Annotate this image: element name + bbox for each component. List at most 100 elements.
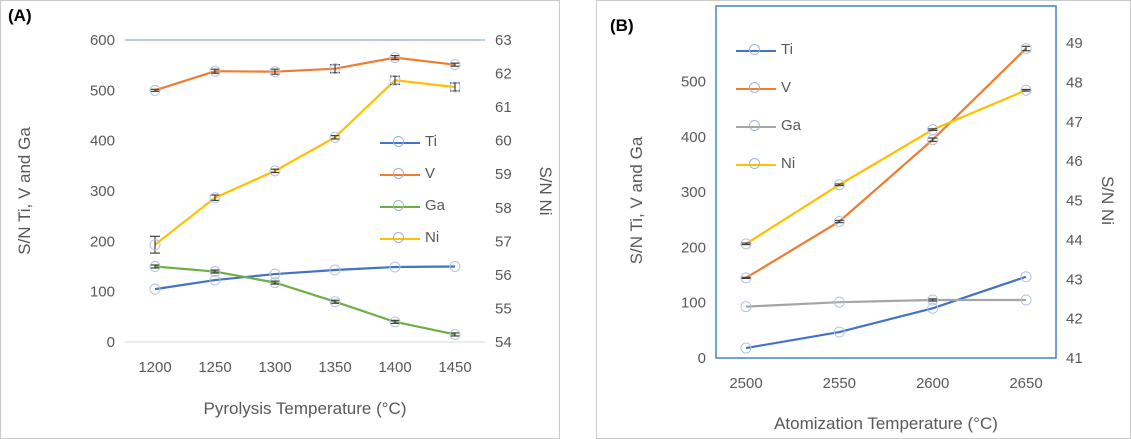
legend-label-ti: Ti bbox=[425, 133, 437, 150]
x-axis-title: Atomization Temperature (°C) bbox=[774, 414, 998, 433]
data-point-ga bbox=[209, 266, 221, 278]
y-right-tick-label: 57 bbox=[495, 233, 512, 250]
data-point-ni bbox=[740, 238, 752, 250]
panel-a-label: (A) bbox=[8, 6, 32, 25]
chart-b-svg: 0 100 200 300 400 500 41 42 43 44 45 46 47 48 49 2500 25… bbox=[627, 5, 1117, 433]
legend-label-ga: Ga bbox=[781, 117, 802, 134]
data-point-ti bbox=[329, 264, 341, 276]
legend-marker-v bbox=[393, 168, 404, 179]
legend-marker-ga bbox=[749, 120, 760, 131]
legend-marker-ga bbox=[393, 200, 404, 211]
legend-marker-v bbox=[749, 82, 760, 93]
legend-label-ti: Ti bbox=[781, 41, 793, 58]
y-left-axis-title: S/N Ti, V and Ga bbox=[15, 127, 34, 255]
data-point-ni bbox=[927, 124, 939, 136]
y-left-tick-label: 200 bbox=[681, 239, 706, 256]
series-line-ni bbox=[154, 79, 456, 246]
series-line-ti bbox=[745, 275, 1027, 350]
series-line-ga bbox=[745, 298, 1026, 308]
y-right-tick-label: 58 bbox=[495, 200, 512, 217]
legend-b: Ti V Ga Ni bbox=[736, 40, 836, 172]
data-point-ni bbox=[833, 179, 845, 191]
y-right-axis-title: S/N Ni bbox=[536, 166, 555, 215]
data-point-ga bbox=[329, 296, 341, 308]
y-right-tick-label: 63 bbox=[495, 32, 512, 49]
data-point-ti bbox=[833, 326, 845, 338]
y-right-tick-label: 43 bbox=[1066, 271, 1083, 288]
data-point-v bbox=[449, 59, 461, 71]
data-point-ti bbox=[740, 342, 752, 354]
y-left-tick-label: 400 bbox=[90, 133, 115, 150]
x-tick-label: 1400 bbox=[378, 359, 411, 376]
x-tick-label: 2650 bbox=[1009, 375, 1042, 392]
data-point-ga bbox=[269, 277, 281, 289]
x-tick-label: 2500 bbox=[729, 375, 762, 392]
y-right-tick-label: 47 bbox=[1066, 114, 1083, 131]
data-point-ni bbox=[269, 165, 281, 177]
y-left-tick-label: 300 bbox=[90, 183, 115, 200]
y-left-tick-label: 500 bbox=[681, 74, 706, 91]
x-tick-label: 1350 bbox=[318, 359, 351, 376]
y-left-tick-label: 0 bbox=[698, 350, 706, 367]
y-left-axis-title: S/N Ti, V and Ga bbox=[627, 136, 646, 264]
data-point-ga bbox=[833, 296, 845, 308]
data-point-ti bbox=[209, 274, 221, 286]
data-point-v bbox=[209, 65, 221, 77]
y-left-tick-label: 500 bbox=[90, 82, 115, 99]
x-tick-label: 1250 bbox=[198, 359, 231, 376]
data-point-v bbox=[149, 84, 161, 96]
data-point-ti bbox=[389, 261, 401, 273]
data-point-ti bbox=[449, 261, 461, 272]
series-line-ga bbox=[154, 265, 456, 336]
y-right-tick-label: 54 bbox=[495, 334, 512, 351]
plot-area-border bbox=[715, 5, 1057, 359]
y-right-tick-label: 49 bbox=[1066, 35, 1083, 52]
chart-panel-a: (A) 0 100 200 300 400 500 600 54 55 56 57 58 59 60 61 6… bbox=[0, 0, 560, 439]
data-point-ni bbox=[1020, 84, 1032, 96]
y-right-axis-title: S/N Ni bbox=[1098, 176, 1117, 225]
y-left-tick-label: 200 bbox=[90, 233, 115, 250]
data-point-ti bbox=[927, 302, 939, 314]
legend-label-ni: Ni bbox=[781, 155, 796, 172]
y-right-tick-label: 41 bbox=[1066, 350, 1083, 367]
y-left-tick-label: 100 bbox=[90, 284, 115, 301]
y-right-tick-label: 55 bbox=[495, 300, 512, 317]
y-left-tick-label: 600 bbox=[90, 32, 115, 49]
data-point-ni bbox=[209, 192, 221, 204]
data-point-v bbox=[833, 216, 845, 227]
legend-marker-ti bbox=[393, 136, 404, 147]
y-right-tick-label: 59 bbox=[495, 166, 512, 183]
y-left-tick-label: 100 bbox=[681, 295, 706, 312]
y-right-tick-label: 46 bbox=[1066, 153, 1083, 170]
series-line-v bbox=[745, 47, 1027, 279]
data-point-ga bbox=[149, 261, 161, 272]
chart-panel-b: (B) 0 100 200 300 400 500 41 42 43 44 45 46 47 48 49 25… bbox=[596, 0, 1131, 439]
y-right-tick-label: 62 bbox=[495, 66, 512, 83]
y-left-tick-label: 300 bbox=[681, 184, 706, 201]
data-point-ga bbox=[927, 294, 939, 306]
data-point-ni bbox=[449, 81, 461, 93]
x-tick-label: 1200 bbox=[138, 359, 171, 376]
data-point-ga bbox=[449, 328, 461, 340]
y-right-tick-label: 45 bbox=[1066, 193, 1083, 210]
y-left-tick-label: 400 bbox=[681, 129, 706, 146]
panel-b-label: (B) bbox=[610, 16, 634, 35]
x-tick-label: 1450 bbox=[438, 359, 471, 376]
series-line-ni bbox=[745, 89, 1027, 245]
y-right-tick-label: 61 bbox=[495, 99, 512, 116]
x-tick-label: 2550 bbox=[823, 375, 856, 392]
y-left-tick-label: 0 bbox=[107, 334, 115, 351]
legend-label-ni: Ni bbox=[425, 229, 440, 246]
legend-label-v: V bbox=[425, 165, 436, 182]
data-point-v bbox=[389, 52, 401, 64]
data-point-ni bbox=[329, 131, 341, 143]
data-point-ti bbox=[1020, 271, 1032, 283]
y-right-tick-label: 44 bbox=[1066, 232, 1083, 249]
x-tick-label: 2600 bbox=[916, 375, 949, 392]
data-point-v bbox=[329, 63, 341, 75]
y-right-tick-label: 48 bbox=[1066, 74, 1083, 91]
data-point-ni bbox=[149, 239, 161, 251]
legend-marker-ti bbox=[749, 44, 760, 55]
legend-marker-ni bbox=[393, 232, 404, 243]
y-right-tick-label: 60 bbox=[495, 133, 512, 150]
